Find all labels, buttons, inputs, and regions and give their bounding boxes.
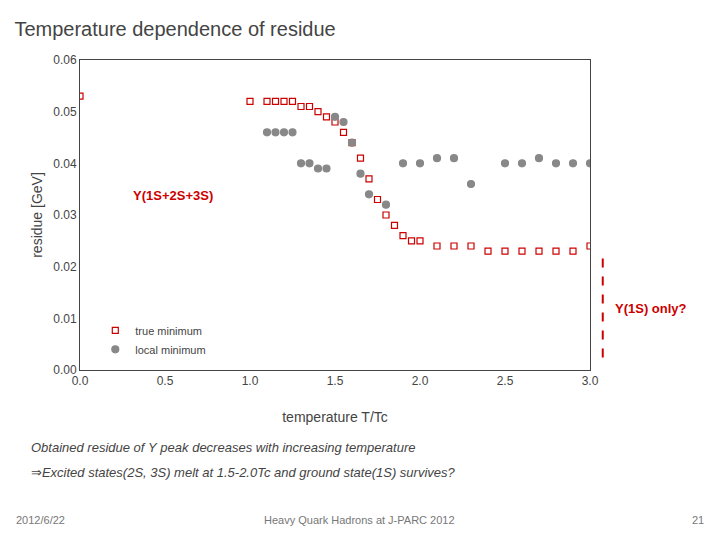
svg-text:residue [GeV]: residue [GeV] [29,172,45,258]
svg-text:2.5: 2.5 [497,374,514,388]
svg-text:1.5: 1.5 [327,374,344,388]
svg-text:0.5: 0.5 [157,374,174,388]
svg-text:0.00: 0.00 [53,363,77,377]
svg-text:temperature T/Tc: temperature T/Tc [282,409,388,425]
svg-text:Heavy Quark Hadrons at J-PARC: Heavy Quark Hadrons at J-PARC 2012 [264,514,455,526]
svg-text:true minimum: true minimum [135,325,202,337]
svg-text:Y(1S) only?: Y(1S) only? [615,301,687,316]
svg-text:0.02: 0.02 [53,260,77,274]
svg-text:local minimum: local minimum [135,344,205,356]
svg-text:0.01: 0.01 [53,312,77,326]
svg-text:Temperature dependence of resi: Temperature dependence of residue [14,18,335,40]
svg-text:0.06: 0.06 [53,53,77,67]
svg-text:0.03: 0.03 [53,208,77,222]
svg-text:21: 21 [692,514,704,526]
svg-text:1.0: 1.0 [242,374,259,388]
svg-text:3.0: 3.0 [582,374,599,388]
svg-text:Y(1S+2S+3S): Y(1S+2S+3S) [133,188,213,203]
svg-text:0.05: 0.05 [53,105,77,119]
svg-text:⇒Excited states(2S, 3S) melt a: ⇒Excited states(2S, 3S) melt at 1.5-2.0T… [31,465,455,480]
svg-text:0.0: 0.0 [72,374,89,388]
svg-text:0.04: 0.04 [53,157,77,171]
svg-text:2.0: 2.0 [412,374,429,388]
svg-text:2012/6/22: 2012/6/22 [16,514,65,526]
svg-text:Obtained residue of Υ peak dec: Obtained residue of Υ peak decreases wit… [31,440,415,455]
